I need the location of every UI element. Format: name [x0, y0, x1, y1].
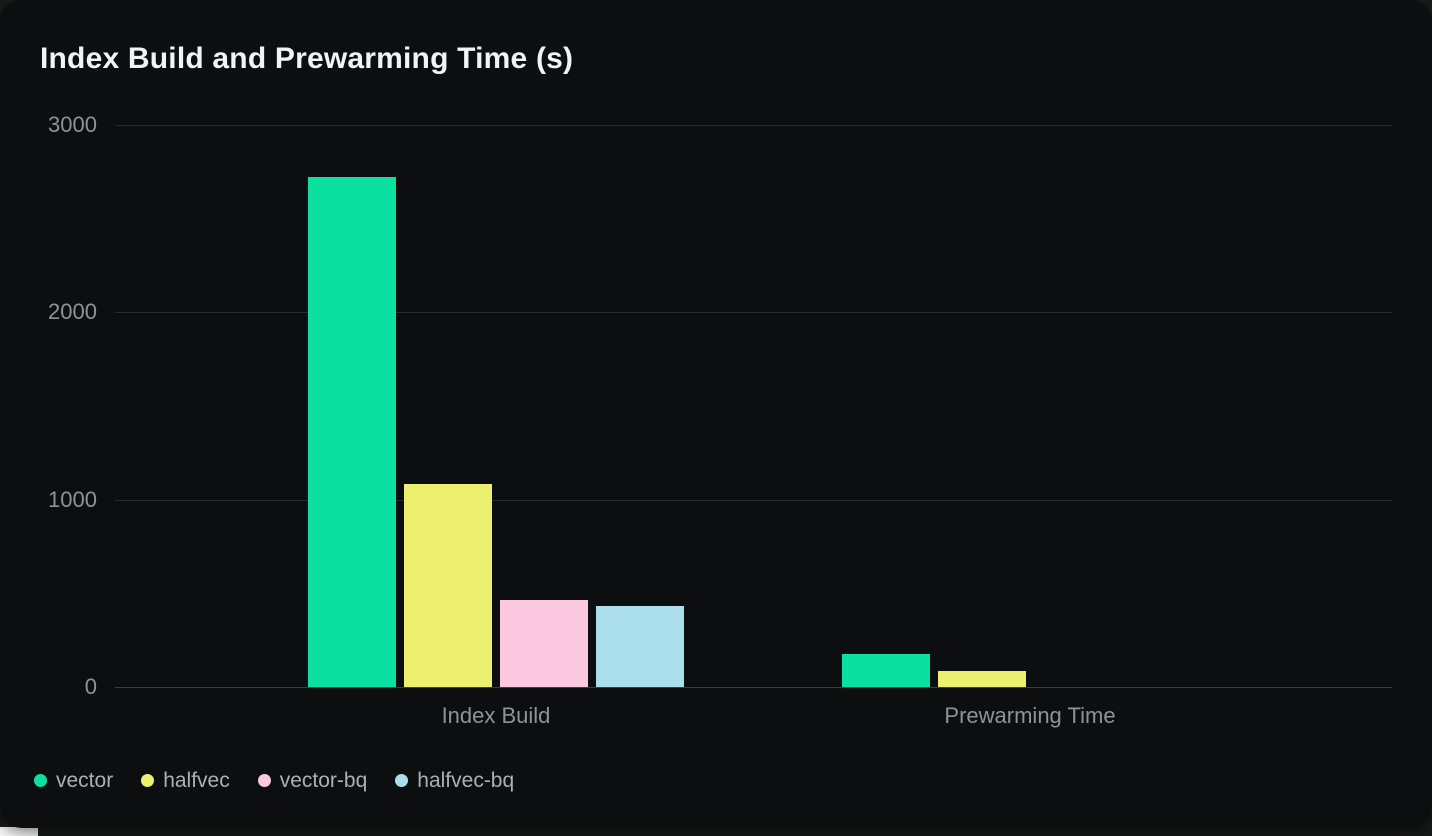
legend-dot-vector-bq — [257, 774, 271, 788]
bar-halfvec-prewarming-time — [938, 671, 1026, 687]
legend-label-halfvec: halfvec — [163, 769, 230, 792]
legend-dot-halfvec-bq — [395, 774, 409, 788]
bar-halfvec-index-build — [404, 483, 492, 687]
bar-vector-bq-index-build — [500, 599, 588, 687]
legend-item-halfvec-bq[interactable]: halfvec-bq — [395, 768, 514, 793]
legend-label-halfvec-bq: halfvec-bq — [417, 769, 515, 792]
page-background-sliver — [0, 827, 38, 836]
x-axis-label-prewarming-time: Prewarming Time — [944, 703, 1116, 728]
legend-item-vector[interactable]: vector — [34, 768, 113, 793]
legend-item-halfvec[interactable]: halfvec — [141, 768, 230, 793]
x-axis-label-index-build: Index Build — [441, 703, 551, 728]
y-tick-0: 0 — [84, 674, 97, 699]
gridline-0 — [115, 687, 1392, 688]
y-tick-1000: 1000 — [48, 486, 97, 512]
bar-halfvec-bq-index-build — [596, 605, 684, 687]
y-tick-2000: 2000 — [48, 299, 97, 325]
y-tick-3000: 3000 — [48, 112, 97, 137]
gridline-3000 — [115, 125, 1392, 126]
chart-title: Index Build and Prewarming Time (s) — [40, 42, 574, 75]
legend-dot-halfvec — [141, 774, 155, 788]
gridline-1000 — [115, 499, 1392, 501]
legend: vector halfvec vector-bq halfvec-bq — [34, 768, 514, 793]
legend-label-vector: vector — [56, 769, 114, 792]
legend-label-vector-bq: vector-bq — [279, 769, 368, 792]
legend-item-vector-bq[interactable]: vector-bq — [257, 768, 368, 793]
bar-vector-index-build — [308, 177, 396, 687]
legend-dot-vector — [34, 774, 47, 788]
gridline-2000 — [115, 312, 1392, 314]
bar-vector-prewarming-time — [842, 654, 930, 687]
plot-area: 0 1000 2000 3000 Index Build Prewarming Time — [48, 114, 1392, 728]
